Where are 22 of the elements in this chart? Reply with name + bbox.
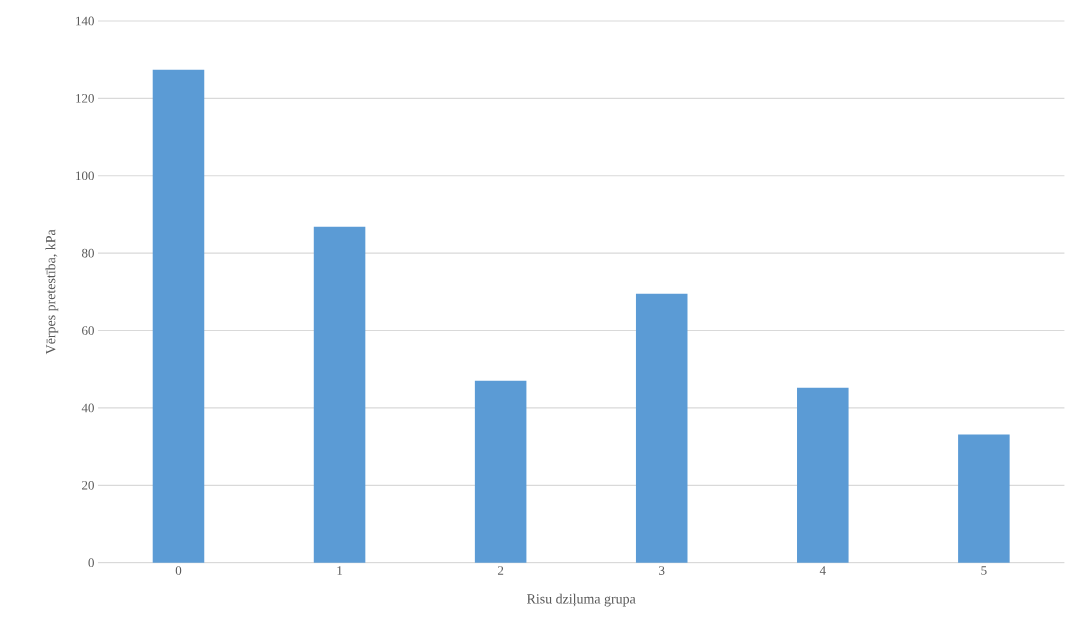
y-axis-title: Vērpes pretestība, kPa [45,229,59,355]
x-tick-label: 2 [497,566,504,575]
y-tick-label: 140 [76,16,94,26]
bar [152,69,205,563]
bar [474,381,527,563]
bar [313,227,366,563]
bar [958,434,1010,563]
x-axis-title: Risu dziļuma grupa [527,593,636,607]
x-tick-label: 3 [659,566,665,576]
bar [635,293,688,563]
x-tick-label: 5 [981,566,987,575]
y-tick-label: 120 [76,94,94,103]
x-tick-label: 0 [175,566,182,576]
x-tick-label: 4 [819,566,826,575]
y-tick-label: 80 [81,248,94,258]
y-tick-label: 20 [82,481,94,490]
y-tick-label: 60 [82,326,94,336]
x-tick-label: 1 [337,566,343,575]
bar [797,387,849,563]
y-tick-label: 40 [81,403,94,413]
y-tick-label: 0 [88,558,94,568]
y-tick-label: 100 [76,171,94,181]
